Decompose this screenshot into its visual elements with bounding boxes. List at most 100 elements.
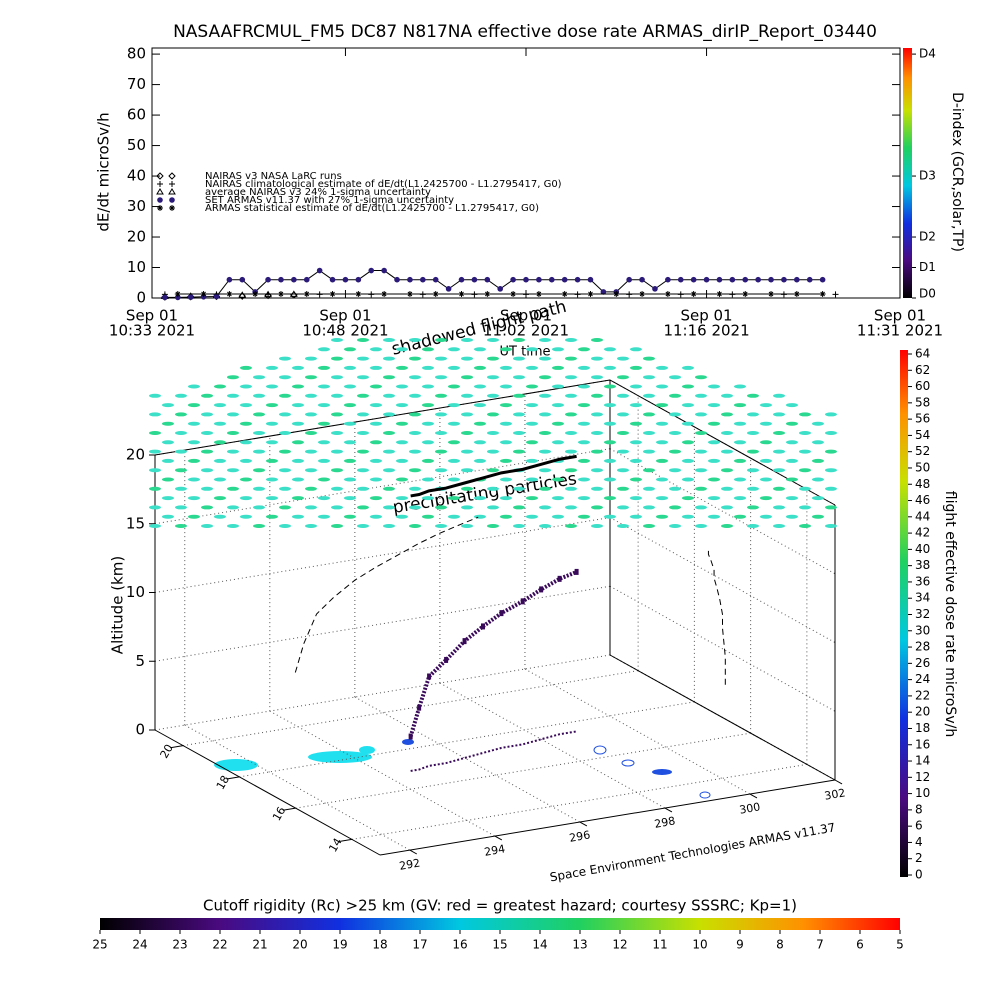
marker xyxy=(548,276,555,283)
particle xyxy=(370,514,382,519)
particle xyxy=(786,458,798,463)
colorbar-tick-label: 0 xyxy=(915,868,923,882)
asterisk xyxy=(690,291,697,298)
particle xyxy=(409,505,421,510)
asterisk xyxy=(252,291,259,298)
particle xyxy=(487,468,499,473)
flight-point xyxy=(408,733,413,740)
particle xyxy=(240,514,252,519)
flight-path xyxy=(408,570,578,738)
diamond xyxy=(156,172,164,180)
particle xyxy=(149,412,161,417)
particle xyxy=(188,514,200,519)
particle xyxy=(552,421,564,426)
x-tick xyxy=(494,835,503,841)
particle xyxy=(643,393,655,398)
plus xyxy=(157,181,163,187)
colorbar-tick-label: 46 xyxy=(915,493,930,507)
colorbar-tick-label: 32 xyxy=(915,607,930,621)
particle xyxy=(448,477,460,482)
particle xyxy=(214,514,226,519)
particle xyxy=(500,440,512,445)
particle xyxy=(292,477,304,482)
triangle xyxy=(156,188,164,195)
marker xyxy=(768,291,775,298)
colorbar-tick-label: 16 xyxy=(452,938,467,952)
particle xyxy=(175,431,187,435)
particle xyxy=(396,458,408,463)
particle xyxy=(357,356,369,361)
marker xyxy=(169,205,175,211)
colorbar-tick-label: D0 xyxy=(919,287,936,301)
y-axis-label: dE/dt microSv/h xyxy=(95,112,113,231)
dot xyxy=(626,276,632,283)
particle xyxy=(604,514,616,519)
particle xyxy=(565,375,577,380)
particle xyxy=(604,384,616,389)
particle xyxy=(643,356,655,361)
dot xyxy=(806,276,813,283)
particle xyxy=(435,412,447,417)
colorbar-tick-label: 64 xyxy=(915,347,930,361)
credit: Space Environment Technologies ARMAS v11… xyxy=(549,820,837,884)
particle xyxy=(331,338,343,342)
particle xyxy=(682,440,694,445)
particle xyxy=(695,468,707,473)
dot xyxy=(523,276,529,283)
particle xyxy=(734,403,746,408)
particle xyxy=(760,440,772,445)
particle xyxy=(682,384,694,389)
particle xyxy=(227,449,239,454)
particle xyxy=(396,347,408,352)
particle xyxy=(318,421,330,426)
particle xyxy=(409,449,421,454)
particle xyxy=(396,496,408,501)
particle xyxy=(357,393,369,398)
particle xyxy=(461,356,473,361)
particle xyxy=(539,393,551,398)
marker xyxy=(742,291,749,298)
colorbar-tick-label: 60 xyxy=(915,379,930,393)
marker xyxy=(652,286,658,292)
particle xyxy=(448,496,460,501)
particle xyxy=(565,412,577,417)
y-tick-label: 50 xyxy=(127,136,146,154)
particle xyxy=(617,412,629,417)
particle xyxy=(357,375,369,380)
particle xyxy=(240,421,252,426)
colorbar-label: D-index (GCR,solar,TP) xyxy=(949,92,965,252)
particle xyxy=(825,468,837,473)
particle xyxy=(279,412,291,417)
particle xyxy=(578,514,590,519)
colorbar-tick-label: 25 xyxy=(92,938,107,952)
grid-line xyxy=(351,763,807,840)
particle xyxy=(578,496,590,501)
particle xyxy=(279,468,291,473)
dot xyxy=(157,197,163,203)
particle xyxy=(630,514,642,519)
colorbar-tick-label: 15 xyxy=(492,938,507,952)
dot xyxy=(407,276,413,283)
particle xyxy=(188,440,200,445)
particle xyxy=(721,505,733,510)
particle xyxy=(370,477,382,482)
particle xyxy=(500,477,512,482)
cutoff-contours xyxy=(214,739,711,799)
particle xyxy=(773,524,785,528)
particle xyxy=(357,431,369,435)
particle xyxy=(240,384,252,389)
particle xyxy=(747,393,759,398)
particle xyxy=(760,403,772,408)
particle xyxy=(240,365,252,370)
dot xyxy=(316,267,323,274)
marker xyxy=(536,276,542,283)
particle xyxy=(383,375,395,380)
particle xyxy=(188,477,200,482)
particle xyxy=(435,524,447,528)
particle xyxy=(721,486,733,491)
particle xyxy=(773,449,785,454)
colorbar-tick-label: 28 xyxy=(915,640,930,654)
particle xyxy=(513,338,525,342)
particle xyxy=(760,421,772,426)
asterisk xyxy=(484,291,491,298)
